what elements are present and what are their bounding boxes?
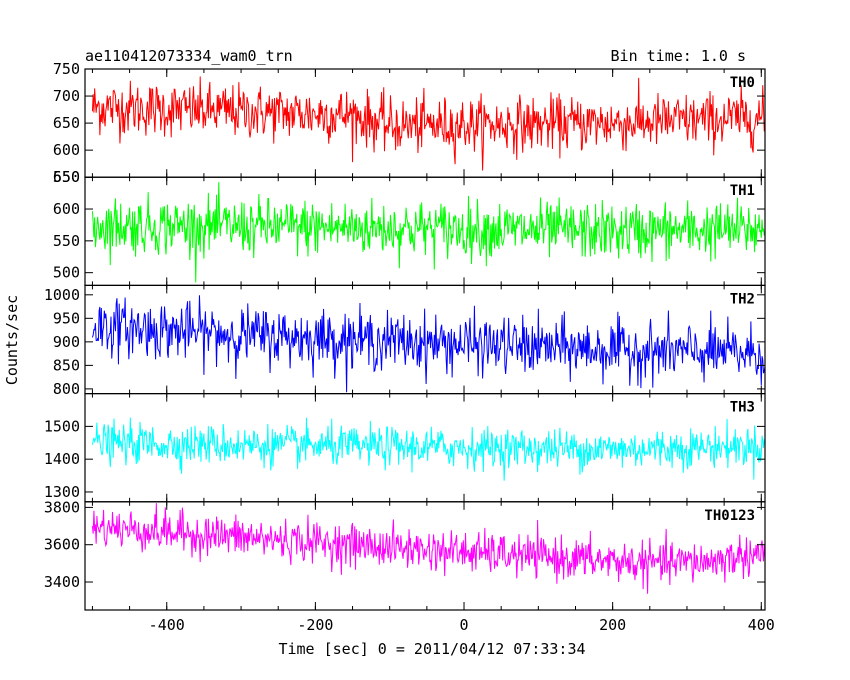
series-line-th0123 (91, 503, 765, 594)
panel-frame (84, 501, 766, 611)
panel-th2: 800 850 900 950 1000 TH2 (44, 284, 766, 398)
y-axis-title: Counts/sec (3, 295, 21, 385)
y-tick-label: 950 (53, 309, 80, 327)
y-tick-label: 650 (53, 114, 80, 132)
series-line-th0 (91, 76, 765, 171)
panel-th0: 550 600 650 700 750 TH0 (53, 60, 766, 186)
x-tick-label: 200 (599, 616, 626, 634)
y-tick-label: 850 (53, 356, 80, 374)
panel-th1: 500 550 600 650 TH1 (53, 168, 766, 286)
y-tick-label: 1400 (44, 450, 80, 468)
y-tick-label: 3400 (44, 573, 80, 591)
y-tick-label: 550 (53, 232, 80, 250)
panel-th0123: 3400 3600 3800 TH0123 (44, 498, 766, 611)
bin-time-label: Bin time: 1.0 s (611, 47, 746, 65)
x-tick-label: -200 (297, 616, 333, 634)
y-tick-label: 3800 (44, 498, 80, 516)
x-tick-label: -400 (149, 616, 185, 634)
series-line-th2 (91, 295, 765, 393)
y-tick-label: 700 (53, 87, 80, 105)
y-tick-label: 3600 (44, 536, 80, 554)
x-tick-label: 400 (748, 616, 775, 634)
y-tick-label: 800 (53, 380, 80, 398)
panel-th3: 1300 1400 1500 TH3 (44, 393, 766, 503)
y-tick-label: 1300 (44, 483, 80, 501)
panel-label-th0: TH0 (730, 75, 755, 91)
panel-label-th0123: TH0123 (704, 508, 755, 524)
chart-title: ae110412073334_wam0_trn (85, 47, 293, 65)
x-tick-label: 0 (460, 616, 469, 634)
y-tick-label: 600 (53, 141, 80, 159)
series-line-th1 (91, 182, 765, 283)
y-tick-label: 600 (53, 200, 80, 218)
y-tick-label: 1500 (44, 417, 80, 435)
y-tick-label: 550 (53, 168, 80, 186)
x-axis-title: Time [sec] 0 = 2011/04/12 07:33:34 (278, 640, 585, 658)
y-tick-label: 750 (53, 60, 80, 78)
panel-label-th1: TH1 (730, 183, 755, 199)
y-tick-label: 900 (53, 333, 80, 351)
series-line-th3 (91, 417, 765, 481)
panel-label-th3: TH3 (730, 400, 755, 416)
y-tick-label: 1000 (44, 286, 80, 304)
y-tick-label: 500 (53, 264, 80, 282)
panels: 550 600 650 700 750 TH0 500 550 600 650 TH1 800 850 9… (44, 60, 775, 634)
panel-label-th2: TH2 (730, 291, 755, 307)
y-tick-label: 650 (53, 168, 80, 186)
